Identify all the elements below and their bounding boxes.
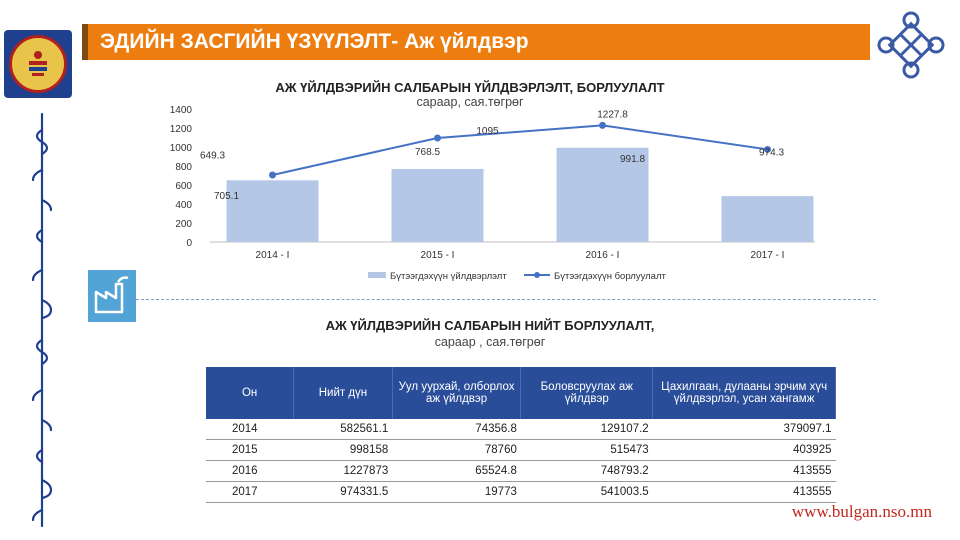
total-sales-table: Он Нийт дүн Уул уурхай, олборлох аж үйлд…	[206, 367, 836, 503]
left-panel	[0, 0, 78, 540]
line-data-label: 1095	[476, 126, 499, 137]
x-tick-label: 2016 - I	[586, 250, 620, 261]
table-cell: 2015	[206, 439, 294, 461]
table-row: 2017 974331.5 19773 541003.5 413555	[206, 481, 836, 503]
table-cell: 379097.1	[652, 419, 836, 440]
table-cell: 1227873	[293, 460, 393, 482]
table-row: 2016 1227873 65524.8 748793.2 413555	[206, 460, 836, 482]
table-header-total: Нийт дүн	[293, 367, 393, 419]
legend-swatch-production	[368, 272, 386, 278]
table-row: 2014 582561.1 74356.8 129107.2 379097.1	[206, 419, 836, 440]
table-cell: 998158	[293, 439, 393, 461]
x-tick-label: 2014 - I	[256, 250, 290, 261]
bar-data-label: 768.5	[415, 147, 440, 158]
table-cell: 413555	[652, 460, 836, 482]
line-data-label: 705.1	[214, 191, 239, 202]
y-tick-label: 1000	[170, 143, 193, 154]
table-cell: 541003.5	[520, 481, 653, 503]
bar-data-label: 649.3	[200, 150, 225, 161]
chart-subtitle: сараар, сая.төгрөг	[416, 95, 524, 109]
table-cell: 65524.8	[392, 460, 521, 482]
table-header-row: Он Нийт дүн Уул уурхай, олборлох аж үйлд…	[206, 367, 836, 419]
table-cell: 74356.8	[392, 419, 521, 440]
table-cell: 748793.2	[520, 460, 653, 482]
factory-icon	[88, 270, 136, 322]
table-cell: 78760	[392, 439, 521, 461]
production-sales-chart: 0 200 400 600 800 1000 1200 1400 649.3 768.5 991.…	[170, 105, 815, 282]
table-header-electricity: Цахилгаан, дулааны эрчим хүч үйлдвэрлэл,…	[652, 367, 836, 419]
line-data-label: 1227.8	[597, 109, 628, 120]
y-tick-label: 400	[175, 200, 192, 211]
bar-production	[391, 168, 484, 242]
line-point-sales	[434, 134, 441, 142]
line-point-sales	[764, 145, 771, 153]
x-tick-label: 2017 - I	[751, 250, 785, 261]
y-tick-label: 200	[175, 219, 192, 230]
chart-title: АЖ ҮЙЛДВЭРИЙН САЛБАРЫН ҮЙЛДВЭРЛЭЛТ, БОРЛ…	[275, 80, 665, 95]
y-tick-label: 1400	[170, 105, 193, 116]
website-link[interactable]: www.bulgan.nso.mn	[791, 502, 932, 521]
y-tick-label: 0	[186, 238, 192, 249]
legend-label-sales: Бүтээгдэхүүн борлуулалт	[554, 271, 666, 282]
table-cell: 403925	[652, 439, 836, 461]
mongolian-script-decoration	[31, 112, 53, 528]
soyombo-emblem-icon	[9, 35, 67, 93]
line-point-sales	[599, 121, 606, 129]
bar-production	[556, 147, 649, 242]
table-cell: 413555	[652, 481, 836, 503]
table-title: АЖ ҮЙЛДВЭРИЙН САЛБАРЫН НИЙТ БОРЛУУЛАЛТ,	[325, 318, 655, 333]
section-divider	[136, 299, 876, 300]
legend-label-production: Бүтээгдэхүүн үйлдвэрлэлт	[390, 271, 507, 282]
table-header-manufacturing: Боловсруулах аж үйлдвэр	[520, 367, 654, 419]
page-title: ЭДИЙН ЗАСГИЙН ҮЗҮҮЛЭЛТ- Аж үйлдвэр	[82, 24, 870, 60]
table-cell: 974331.5	[293, 481, 393, 503]
table-subtitle: сараар , сая.төгрөг	[434, 335, 546, 349]
national-statistics-logo	[4, 30, 72, 98]
table-cell: 582561.1	[293, 419, 393, 440]
y-tick-label: 800	[175, 162, 192, 173]
y-tick-label: 600	[175, 181, 192, 192]
line-data-label: 974.3	[759, 147, 784, 158]
bar-production	[721, 196, 814, 242]
table-cell: 2014	[206, 419, 294, 440]
line-sales	[272, 124, 768, 176]
bar-production	[226, 180, 319, 242]
bar-data-label: 991.8	[620, 154, 645, 165]
table-cell: 19773	[392, 481, 521, 503]
table-cell: 2016	[206, 460, 294, 482]
table-header-year: Он	[206, 367, 295, 419]
y-tick-label: 1200	[170, 124, 193, 135]
table-cell: 2017	[206, 481, 294, 503]
line-point-sales	[269, 171, 276, 179]
legend-marker-sales	[534, 272, 540, 278]
table-row: 2015 998158 78760 515473 403925	[206, 439, 836, 461]
x-tick-label: 2015 - I	[421, 250, 455, 261]
table-cell: 129107.2	[520, 419, 653, 440]
page-title-text: ЭДИЙН ЗАСГИЙН ҮЗҮҮЛЭЛТ- Аж үйлдвэр	[100, 30, 529, 53]
table-cell: 515473	[520, 439, 653, 461]
endless-knot-icon	[877, 11, 945, 79]
table-header-mining: Уул уурхай, олборлох аж үйлдвэр	[392, 367, 522, 419]
